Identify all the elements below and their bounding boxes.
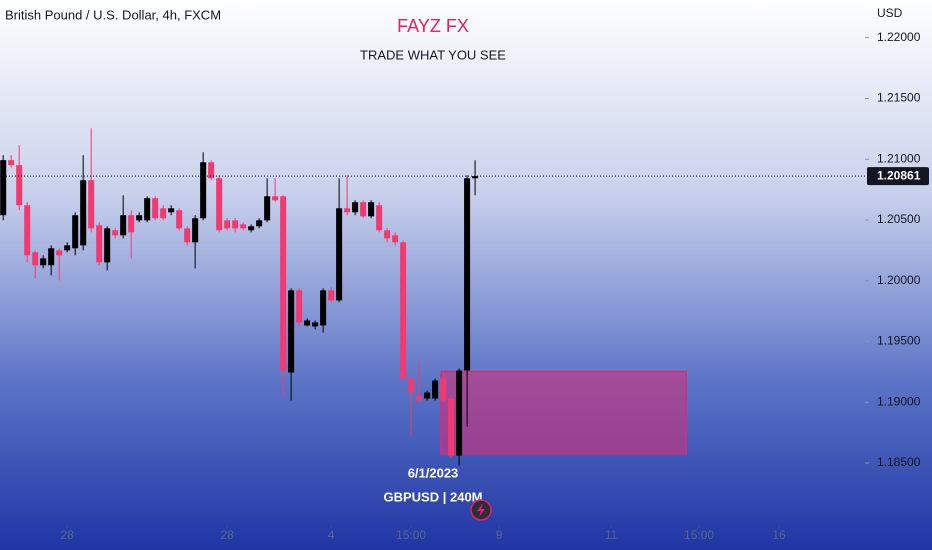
candle-body — [272, 196, 279, 201]
candle-body — [432, 380, 439, 399]
x-tick-label: 28 — [61, 528, 75, 542]
candle-body — [200, 162, 207, 219]
price-label-box — [867, 167, 929, 186]
date-label: 6/1/2023 — [408, 465, 459, 480]
candle-body — [96, 225, 103, 263]
candle-body — [296, 290, 303, 323]
y-tick-label: 1.19000 — [877, 394, 921, 408]
candle-body — [416, 395, 423, 401]
candle-body — [336, 208, 343, 301]
x-tick-label: 16 — [772, 528, 786, 542]
candle-body — [24, 205, 31, 256]
y-tick-label: 1.21500 — [877, 91, 921, 105]
candle-body — [112, 230, 119, 236]
y-axis-label: USD — [877, 6, 903, 20]
candle-body — [232, 220, 239, 229]
candle-body — [152, 198, 159, 219]
candle-body — [400, 242, 407, 379]
candle-body — [184, 228, 191, 243]
slogan: TRADE WHAT YOU SEE — [360, 47, 506, 62]
candle-body — [312, 322, 319, 327]
lightning-icon[interactable] — [470, 499, 492, 521]
candle-body — [40, 258, 47, 266]
x-tick-label: 28 — [220, 528, 234, 542]
candle-body — [80, 180, 87, 246]
candle-body — [448, 398, 455, 456]
candle-body — [128, 215, 135, 233]
candle-body — [56, 250, 63, 256]
candle-body — [8, 160, 15, 166]
y-tick-label: 1.22000 — [877, 30, 921, 44]
candle-body — [16, 165, 23, 206]
y-tick-label: 1.19500 — [877, 334, 921, 348]
candle-body — [72, 215, 79, 249]
candle-body — [0, 160, 7, 216]
candle-body — [464, 178, 471, 371]
candle-body — [328, 290, 335, 301]
y-tick-label: 1.20500 — [877, 212, 921, 226]
candle-body — [48, 248, 55, 266]
candle-body — [288, 290, 295, 373]
candle-body — [88, 180, 95, 229]
x-tick-label: 4 — [328, 528, 335, 542]
candle-body — [216, 178, 223, 231]
candle-body — [408, 378, 415, 393]
candle-body — [360, 202, 367, 217]
candle-body — [256, 220, 263, 227]
candle-body — [424, 392, 431, 399]
candle-body — [208, 162, 215, 179]
price-label: 1.20861 — [877, 168, 921, 182]
candle-body — [264, 196, 271, 221]
y-tick-label: 1.21000 — [877, 151, 921, 165]
candle-body — [248, 226, 255, 231]
candle-body — [176, 210, 183, 229]
x-tick-label: 15:00 — [396, 528, 426, 542]
candle-body — [440, 378, 447, 401]
plot-area — [0, 128, 865, 466]
candle-body — [120, 215, 127, 236]
candle-body — [320, 290, 327, 326]
y-tick-label: 1.20000 — [877, 273, 921, 287]
x-tick-label: 9 — [496, 528, 503, 542]
candle-body — [104, 228, 111, 263]
candle-body — [352, 202, 359, 213]
chart-title: British Pound / U.S. Dollar, 4h, FXCM — [5, 7, 221, 22]
candle-body — [144, 198, 151, 221]
candle-body — [376, 205, 383, 231]
zone — [440, 370, 687, 455]
candle-body — [240, 224, 247, 229]
candle-body — [192, 218, 199, 243]
y-tick-label: 1.18500 — [877, 455, 921, 469]
candle-body — [368, 202, 375, 217]
brand: FAYZ FX — [397, 16, 469, 36]
candle-body — [304, 320, 311, 326]
symbol-label: GBPUSD | 240M — [384, 489, 483, 504]
candle-body — [392, 235, 399, 243]
candle-body — [168, 208, 175, 213]
candle-body — [136, 215, 143, 221]
candle-body — [472, 176, 479, 179]
candle-body — [32, 252, 39, 266]
candle-body — [344, 208, 351, 213]
candle-body — [384, 230, 391, 239]
candle-body — [64, 245, 71, 251]
x-tick-label: 15:00 — [684, 528, 714, 542]
candle-body — [224, 220, 231, 229]
candle-body — [280, 196, 287, 371]
icon-bolt[interactable] — [477, 503, 485, 517]
candle-body — [160, 208, 167, 219]
candle-body — [456, 370, 463, 456]
x-tick-label: 11 — [605, 528, 618, 542]
